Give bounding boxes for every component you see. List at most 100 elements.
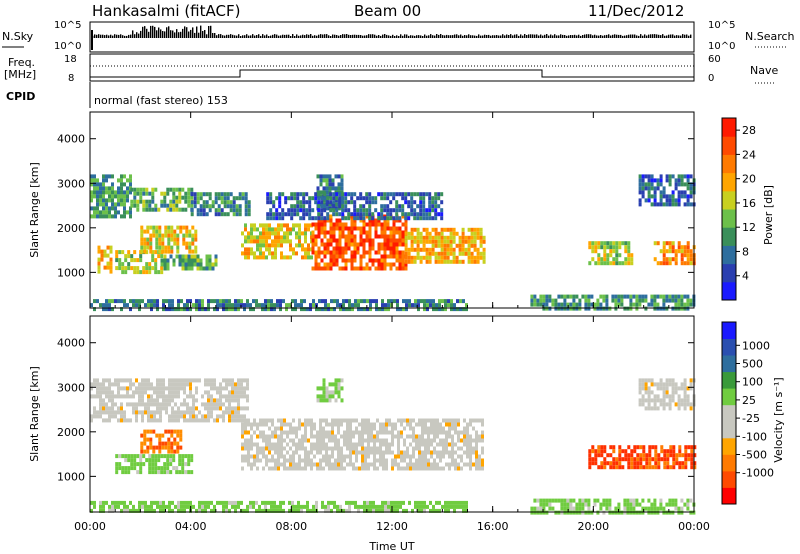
range-cell — [473, 247, 477, 252]
range-cell — [114, 382, 117, 387]
range-cell — [416, 251, 420, 256]
freq-panel: Freq. [MHz] 18 8 60 0 Nave — [4, 53, 778, 84]
range-cell — [650, 510, 654, 515]
range-cell — [135, 390, 138, 395]
range-cell — [419, 239, 423, 244]
range-cell — [469, 438, 472, 443]
range-cell — [183, 307, 186, 312]
range-cell — [100, 249, 104, 254]
range-cell — [357, 303, 360, 308]
range-cell — [600, 257, 604, 262]
range-cell — [207, 378, 210, 383]
range-cell — [469, 450, 472, 455]
range-cell — [240, 406, 243, 411]
nsky-bar — [530, 34, 532, 38]
range-cell — [391, 458, 394, 463]
range-cell — [247, 231, 250, 236]
range-cell — [639, 465, 643, 470]
range-cell — [186, 303, 189, 308]
range-cell — [120, 402, 123, 407]
range-cell — [361, 454, 364, 459]
range-cell — [153, 508, 156, 513]
range-cell — [428, 239, 432, 244]
range-cell — [319, 190, 323, 195]
range-cell — [627, 453, 631, 458]
range-cell — [96, 186, 99, 191]
range-cell — [300, 303, 303, 308]
range-cell — [467, 227, 471, 232]
range-cell — [332, 258, 336, 263]
range-cell — [157, 454, 161, 459]
range-cell — [151, 187, 155, 192]
range-cell — [273, 500, 276, 505]
range-cell — [581, 294, 585, 299]
range-cell — [167, 241, 171, 246]
range-cell — [165, 504, 168, 509]
range-cell — [650, 382, 654, 387]
range-cell — [427, 418, 430, 423]
range-cell — [174, 394, 177, 399]
range-cell — [591, 457, 595, 462]
range-cell — [668, 178, 672, 183]
range-cell — [386, 204, 390, 209]
range-cell — [150, 402, 153, 407]
range-cell — [645, 457, 649, 462]
range-cell — [457, 430, 460, 435]
range-cell — [639, 457, 643, 462]
range-cell — [624, 261, 628, 266]
range-cell — [102, 174, 105, 179]
range-cell — [328, 446, 331, 451]
range-cell — [690, 465, 694, 470]
range-cell — [677, 174, 681, 179]
range-cell — [482, 247, 486, 252]
range-cell — [292, 454, 295, 459]
range-cell — [458, 259, 462, 264]
range-cell — [446, 255, 450, 260]
range-cell — [336, 303, 339, 308]
range-cell — [130, 187, 134, 192]
range-cell — [152, 449, 156, 454]
nsky-bar — [402, 35, 404, 38]
range-cell — [177, 382, 180, 387]
range-cell — [273, 303, 276, 308]
range-cell — [93, 214, 96, 219]
range-cell — [290, 204, 294, 209]
range-cell — [311, 266, 315, 271]
range-cell — [653, 394, 657, 399]
range-cell — [383, 266, 387, 271]
range-cell — [683, 202, 687, 207]
range-cell — [615, 257, 619, 262]
range-cell — [96, 206, 99, 211]
range-cell — [581, 510, 585, 515]
range-cell — [588, 453, 592, 458]
range-cell — [196, 200, 200, 205]
range-cell — [160, 199, 164, 204]
range-cell — [341, 212, 345, 217]
range-cell — [588, 245, 592, 250]
range-cell — [584, 302, 588, 307]
nsky-bar — [134, 34, 136, 38]
range-cell — [416, 227, 420, 232]
range-cell — [650, 378, 654, 383]
range-cell — [266, 216, 270, 221]
range-cell — [277, 235, 280, 240]
range-cell — [133, 199, 137, 204]
range-cell — [454, 466, 457, 471]
range-cell — [647, 390, 651, 395]
range-cell — [202, 212, 206, 217]
range-cell — [429, 299, 432, 304]
range-cell — [148, 266, 152, 271]
range-cell — [656, 294, 660, 299]
nsky-bar — [194, 32, 196, 38]
range-cell — [123, 299, 126, 304]
range-cell — [641, 190, 645, 195]
range-cell — [666, 465, 670, 470]
range-cell — [460, 454, 463, 459]
range-cell — [202, 208, 206, 213]
nsky-bar — [394, 36, 396, 38]
range-cell — [160, 203, 164, 208]
range-cell — [268, 223, 271, 228]
range-cell — [171, 390, 174, 395]
range-cell — [329, 258, 333, 263]
range-cell — [177, 500, 180, 505]
